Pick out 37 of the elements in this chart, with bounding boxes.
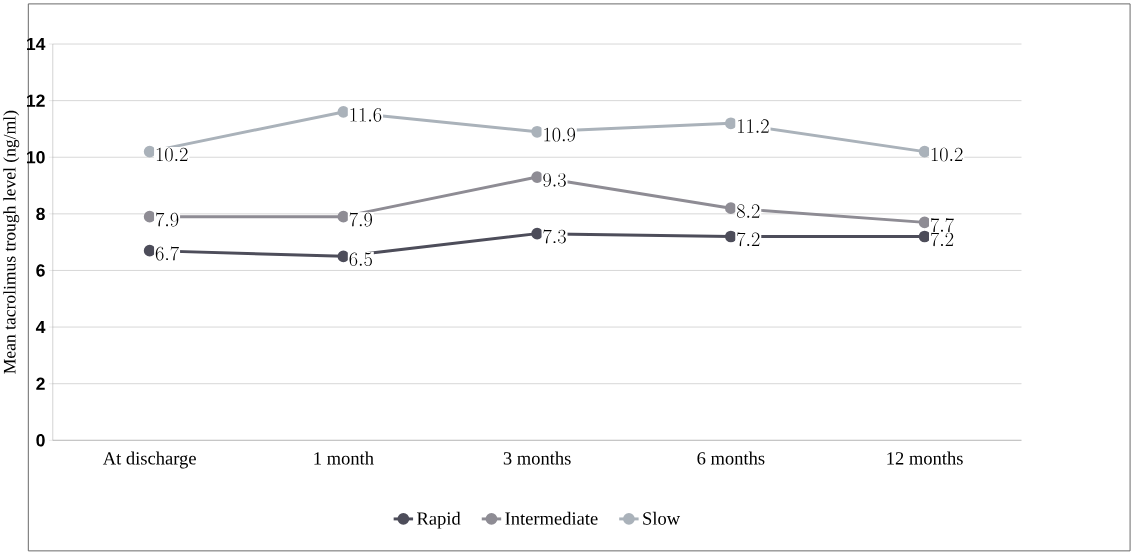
y-tick-label: 4 (35, 321, 46, 334)
y-tick-label: 10 (27, 151, 45, 164)
y-tick-label: 12 (27, 94, 45, 107)
data-label: 6.7 (155, 246, 179, 261)
data-label: 6.5 (349, 252, 372, 267)
x-tick-label: At discharge (102, 451, 196, 469)
data-label: 7.7 (930, 218, 954, 233)
data-label: 7.3 (543, 229, 566, 244)
data-label: 11 .6 (350, 108, 382, 122)
y-tick-label: 2 (36, 377, 45, 390)
x-tick-label: 3 months (503, 451, 571, 465)
y-axis-title: Mean tacrolimus trough level (ng/ml) (3, 110, 20, 374)
data-label: 9.3 (543, 173, 566, 187)
data-label: 7.9 (155, 212, 179, 227)
y-tick-label: 6 (36, 264, 45, 277)
data-label: 7.2 (737, 232, 760, 247)
point (725, 117, 737, 130)
point (143, 244, 156, 257)
legend-label: Slow (643, 511, 681, 525)
y-tick-label: 14 (27, 38, 46, 51)
data-label: 11 .2 (738, 119, 769, 133)
data-label: 10.2 (156, 147, 188, 162)
legend-label: Intermediate (505, 511, 598, 525)
point (725, 202, 737, 215)
x-tick-label: 6 months (697, 451, 765, 465)
point (725, 230, 737, 243)
x-tick-label: 12 months (887, 451, 963, 465)
point (143, 210, 156, 223)
data-label: 8.2 (736, 204, 760, 219)
y-tick-label: 8 (36, 207, 45, 221)
data-label: 7.9 (349, 212, 373, 227)
x-tick-label: 1 month (314, 451, 374, 465)
data-label: 10.2 (931, 147, 963, 162)
data-label: 10.9 (544, 127, 576, 142)
legend-label: Rapid (417, 511, 461, 529)
data-label: 7.2 (930, 232, 954, 247)
y-tick-label: 0 (36, 434, 45, 447)
